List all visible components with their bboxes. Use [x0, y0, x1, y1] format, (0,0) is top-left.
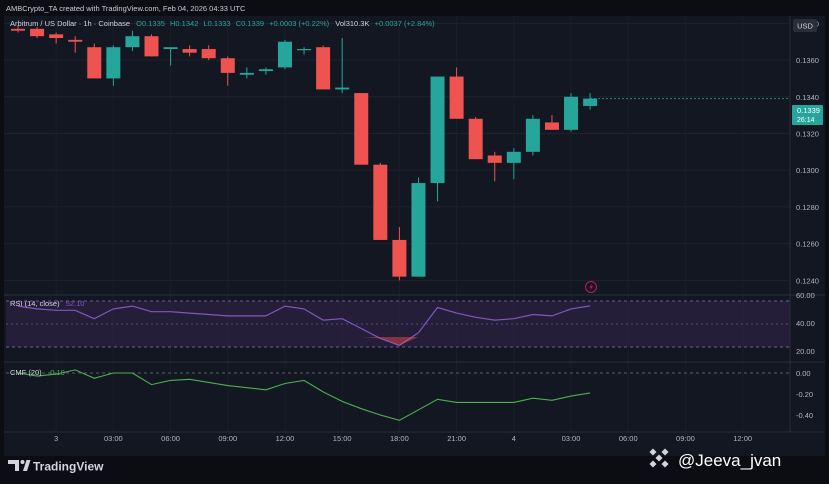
candle-body-down — [392, 239, 407, 277]
candle-body-down — [182, 49, 197, 53]
candle-body-up — [163, 47, 178, 50]
candle-body-up — [297, 49, 312, 51]
candle-body-up — [564, 96, 579, 130]
tradingview-logo-slash — [23, 460, 31, 471]
tradingview-logo: TradingView — [8, 460, 104, 474]
lightning-icon[interactable] — [585, 281, 597, 293]
rsi-legend[interactable]: RSI (14, close) 52.10 — [10, 299, 84, 308]
ohlc-close: C0.1339 — [236, 19, 264, 28]
ohlc-high: H0.1342 — [170, 19, 198, 28]
candle-body-down — [144, 36, 159, 57]
time-axis: 3 03:00 06:00 09:00 12:00 15:00 18:00 21:00 4 03:… — [54, 434, 752, 443]
last-price-label — [792, 105, 823, 125]
candle-body-down — [468, 118, 483, 160]
rsi-oversold-fill — [361, 336, 381, 339]
time-tick-label: 3 — [54, 434, 58, 443]
time-tick-label: 12:00 — [733, 434, 752, 443]
candle-body-up — [125, 36, 140, 48]
candle-body-up — [335, 87, 350, 90]
candle-body-down — [68, 39, 83, 42]
cmf-layer — [17, 369, 591, 421]
rsi-label: RSI (14, close) — [10, 299, 60, 308]
rsi-oversold-fill — [380, 336, 400, 346]
rsi-tick-label: 60.00 — [796, 291, 815, 300]
time-tick-label: 12:00 — [276, 434, 295, 443]
cmf-label: CMF (20) — [10, 368, 42, 377]
candle-body-up — [430, 76, 445, 184]
cmf-line — [17, 369, 591, 421]
time-tick-label: 06:00 — [619, 434, 638, 443]
time-tick-label: 03:00 — [562, 434, 581, 443]
price-tick-label: 0.1320 — [796, 129, 819, 138]
tradingview-logo-dot — [20, 460, 25, 464]
time-tick-label: 09:00 — [676, 434, 695, 443]
cmf-value: -0.19 — [48, 368, 65, 377]
cmf-tick-label: 0.00 — [796, 369, 811, 378]
cmf-tick-label: -0.40 — [796, 411, 813, 420]
ohlc-change: +0.0003 (+0.22%) — [269, 19, 330, 28]
time-tick-label: 06:00 — [161, 434, 180, 443]
candle-body-up — [583, 98, 598, 106]
candle-body-up — [239, 72, 254, 75]
price-tick-label: 0.1300 — [796, 166, 819, 175]
ohlc-open: O0.1335 — [136, 19, 165, 28]
tradingview-brand: TradingView — [33, 460, 104, 474]
rsi-value: 52.10 — [66, 299, 85, 308]
currency-label: USD — [797, 22, 813, 31]
cmf-legend[interactable]: CMF (20) -0.19 — [10, 368, 65, 377]
price-tick-label: 0.1360 — [796, 56, 819, 65]
created-by-text: AMBCrypto_TA created with TradingView.co… — [6, 4, 246, 13]
time-tick-label: 4 — [512, 434, 516, 443]
lightning-bolt-glyph — [589, 283, 594, 291]
ohlc-low: L0.1333 — [203, 19, 230, 28]
price-tick-label: 0.1340 — [796, 93, 819, 102]
candle-body-up — [277, 41, 292, 68]
candle-body-down — [544, 122, 559, 130]
price-tick-label: 0.1260 — [796, 240, 819, 249]
rsi-tick-label: 20.00 — [796, 347, 815, 356]
symbol-line: Arbitrum / US Dollar · 1h · Coinbase O0.… — [10, 19, 435, 28]
countdown-value: 26:14 — [797, 117, 815, 124]
volume-change: +0.0037 (+2.84%) — [375, 19, 436, 28]
candle-body-down — [449, 76, 464, 119]
candle-body-up — [258, 69, 273, 72]
time-tick-label: 15:00 — [333, 434, 352, 443]
candle-body-up — [411, 183, 426, 277]
time-tick-label: 18:00 — [390, 434, 409, 443]
rsi-oversold-fill — [399, 336, 419, 346]
candle-body-down — [11, 28, 25, 31]
candle-body-down — [201, 49, 216, 59]
price-tick-label: 0.1240 — [796, 276, 819, 285]
currency-button[interactable] — [793, 19, 817, 32]
candle-body-down — [354, 93, 369, 165]
time-tick-label: 03:00 — [104, 434, 123, 443]
volume-value: Vol310.3K — [335, 19, 369, 28]
candles-layer — [11, 25, 790, 281]
candle-body-down — [220, 58, 235, 73]
time-tick-label: 09:00 — [218, 434, 237, 443]
time-tick-label: 21:00 — [447, 434, 466, 443]
watermark-text: @Jeeva_jvan — [678, 451, 781, 470]
candle-body-down — [316, 47, 331, 90]
candle-body-up — [106, 47, 121, 79]
rsi-layer — [17, 305, 591, 347]
last-price-value: 0.1339 — [797, 106, 820, 115]
rsi-axis: 60.00 40.00 20.00 — [796, 291, 815, 356]
candle-body-down — [30, 28, 45, 37]
candle-body-down — [373, 164, 388, 240]
candle-body-down — [87, 47, 102, 79]
candle-body-up — [525, 118, 540, 152]
price-tick-label: 0.1280 — [796, 203, 819, 212]
candle-body-down — [487, 155, 502, 163]
rsi-tick-label: 40.00 — [796, 319, 815, 328]
cmf-axis: 0.00 -0.20 -0.40 — [796, 369, 813, 420]
candle-body-up — [506, 151, 521, 163]
tradingview-logo-icon — [8, 460, 19, 471]
cmf-tick-label: -0.20 — [796, 390, 813, 399]
rsi-line — [17, 305, 591, 347]
candle-body-down — [49, 34, 64, 39]
symbol-name: Arbitrum / US Dollar · 1h · Coinbase — [10, 19, 130, 28]
